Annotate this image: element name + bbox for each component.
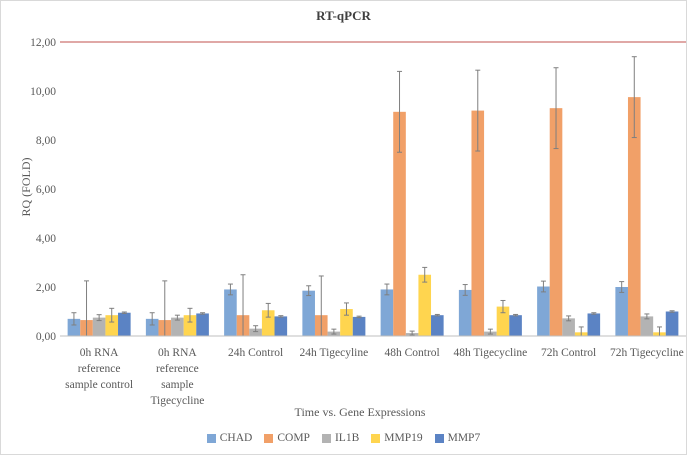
bar-chad	[537, 286, 550, 336]
legend-item-comp: COMP	[264, 432, 310, 444]
x-tick-label: 24h Control	[228, 347, 283, 359]
bar-comp	[393, 111, 406, 336]
bar-il1b	[249, 328, 262, 336]
bar-mmp19	[105, 315, 119, 336]
bar-chad	[458, 289, 472, 336]
bar-comp	[549, 108, 563, 337]
legend-swatch	[371, 433, 381, 443]
y-axis-label: RQ (FOLD)	[19, 157, 33, 217]
y-tick-label: 10,00	[30, 86, 56, 98]
legend-swatch	[264, 433, 274, 443]
x-tick-label: 48h Control	[384, 347, 439, 359]
bar-mmp19	[340, 309, 353, 336]
bar-chad	[145, 318, 159, 336]
legend-label: MMP19	[384, 432, 423, 444]
legend-item-chad: CHAD	[206, 432, 253, 444]
legend-label: IL1B	[334, 432, 360, 444]
bar-il1b	[640, 316, 654, 336]
x-tick-label: 72h Tigecycline	[610, 347, 684, 359]
legend-item-il1b: IL1B	[321, 432, 360, 444]
y-tick-label: 6,00	[36, 184, 56, 196]
bar-il1b	[92, 317, 106, 336]
bar-mmp7	[118, 312, 131, 336]
bar-comp	[627, 97, 641, 336]
bar-mmp7	[587, 313, 601, 336]
x-tick-label: reference	[78, 363, 121, 375]
legend-swatch	[321, 433, 331, 443]
legend-label: COMP	[277, 432, 310, 444]
bar-chad	[615, 287, 628, 336]
y-tick-label: 12,00	[30, 37, 56, 49]
bar-mmp7	[196, 313, 209, 336]
bar-mmp19	[261, 310, 275, 336]
y-tick-label: 4,00	[36, 233, 56, 245]
legend-swatch	[206, 433, 216, 443]
bar-chad	[302, 290, 315, 336]
bar-mmp7	[274, 316, 288, 336]
x-axis-label: Time vs. Gene Expressions	[294, 405, 426, 419]
legend-label: CHAD	[219, 432, 253, 444]
x-tick-label: 24h Tigecyline	[300, 347, 369, 359]
x-tick-label: sample control	[65, 379, 133, 391]
x-tick-label: 48h Tigecycline	[453, 347, 527, 359]
x-tick-label: 0h RNA	[158, 347, 197, 359]
y-tick-label: 8,00	[36, 135, 56, 147]
x-tick-label: 0h RNA	[80, 347, 119, 359]
legend-swatch	[434, 433, 444, 443]
legend: CHAD COMP IL1B MMP19 MMP7	[0, 432, 687, 444]
bar-mmp7	[509, 315, 522, 336]
bar-mmp7	[665, 311, 679, 336]
y-tick-label: 2,00	[36, 282, 56, 294]
bar-chad	[67, 318, 81, 336]
bar-chad	[224, 289, 237, 336]
x-tick-label: reference	[156, 363, 199, 375]
legend-label: MMP7	[447, 432, 481, 444]
legend-item-mmp7: MMP7	[434, 432, 481, 444]
x-tick-label: Tigecycline	[150, 395, 204, 407]
bar-mmp19	[418, 274, 432, 336]
bar-chad	[380, 289, 394, 336]
y-tick-label: 0,00	[36, 331, 56, 343]
bar-il1b	[171, 317, 184, 336]
bar-mmp19	[183, 315, 197, 336]
bar-il1b	[562, 318, 575, 336]
bar-mmp7	[431, 315, 444, 336]
chart-title: RT-qPCR	[316, 8, 371, 23]
bar-mmp19	[496, 306, 510, 336]
legend-item-mmp19: MMP19	[371, 432, 423, 444]
bar-comp	[471, 110, 485, 336]
x-tick-label: sample	[161, 379, 194, 391]
bar-mmp7	[352, 316, 366, 336]
x-tick-label: 72h Control	[541, 347, 596, 359]
